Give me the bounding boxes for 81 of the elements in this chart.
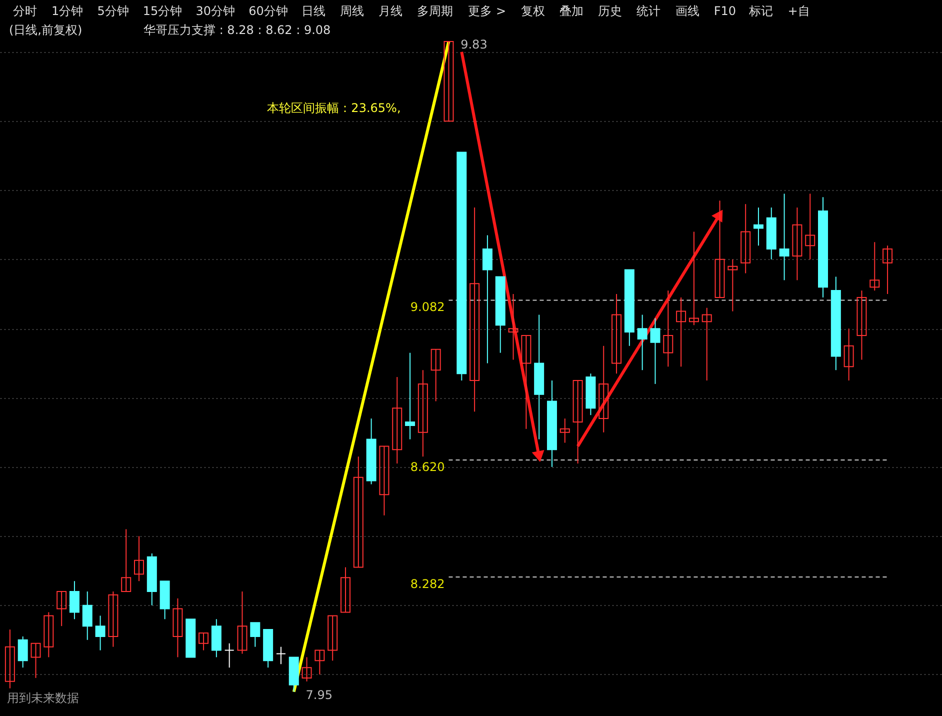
annotation: 统计: [636, 4, 661, 18]
candlestick: [740, 204, 751, 274]
text: (日线,前复权): [8, 23, 82, 37]
candlestick: [328, 615, 338, 662]
candlestick: [572, 380, 583, 464]
candlestick: [753, 207, 764, 246]
candlestick: [237, 590, 248, 654]
candlestick: [882, 245, 893, 295]
candlestick: [650, 318, 660, 384]
annotation: 60分钟: [248, 4, 288, 18]
candlestick: [430, 348, 441, 402]
text: 华哥压力支撑 : 8.28 : 8.62 : 9.08: [144, 23, 331, 37]
candlestick: [688, 231, 699, 326]
candlestick: [134, 536, 144, 582]
candlestick: [95, 615, 106, 651]
candlestick: [82, 590, 92, 640]
candlestick: [856, 290, 867, 360]
candlestick: [69, 580, 80, 620]
annotation: 多周期: [417, 4, 454, 18]
candlestick: [18, 636, 28, 668]
annotation: 7.95: [306, 688, 332, 702]
candlestick: [121, 528, 132, 592]
candlestick: [276, 646, 286, 665]
annotation: 叠加: [560, 4, 584, 18]
annotation: 月线: [378, 4, 403, 18]
candlestick: [4, 629, 15, 689]
candlestick: [302, 656, 312, 682]
candlestick: [224, 642, 234, 668]
candlestick: [482, 234, 492, 364]
candlestick: [779, 193, 790, 281]
annotation: 周线: [340, 4, 364, 18]
annotation: 5分钟: [97, 4, 129, 18]
candlestick: [250, 622, 260, 648]
candlestick: [379, 446, 390, 516]
annotation: 复权: [520, 4, 545, 18]
candlestick: [418, 370, 428, 458]
candlestick: [405, 352, 416, 440]
candlestick: [612, 294, 622, 374]
annotation: 日线: [301, 4, 326, 18]
candlestick: [637, 314, 648, 371]
annotation: 画线: [675, 4, 700, 18]
ref-line-label: 9.082: [410, 300, 445, 314]
candlestick: [714, 200, 725, 298]
ref-line-label: 8.282: [410, 576, 445, 591]
candlestick: [805, 193, 816, 260]
candlestick: [44, 612, 54, 658]
candlestick: [844, 328, 854, 381]
candlestick: [470, 207, 480, 412]
annotation: 1分钟: [52, 4, 84, 18]
candlestick: [598, 345, 609, 433]
candlestick: [172, 598, 183, 658]
annotation: 本轮区间振幅：23.65%,: [267, 101, 401, 115]
ref-line-label: 8.620: [410, 460, 445, 474]
annotation: +自: [788, 4, 810, 18]
candlestick: [314, 650, 325, 675]
annotation: 用到未来数据: [6, 691, 79, 705]
candlestick: [663, 290, 674, 368]
candlestick: [340, 566, 350, 613]
annotation: 分时: [12, 4, 37, 18]
candlestick: [56, 590, 67, 627]
candlestick: [676, 296, 686, 368]
annotation: 15分钟: [142, 4, 182, 18]
candlestick: [521, 335, 532, 430]
candlestick: [353, 456, 364, 568]
candlestick: [108, 590, 118, 648]
candlestick: [508, 294, 518, 360]
annotation: 历史: [598, 4, 622, 18]
candlestick: [30, 642, 41, 678]
candlestick: [728, 258, 738, 312]
candlestick: [198, 632, 209, 651]
candlestick: [392, 376, 402, 464]
candlestick: [792, 207, 802, 281]
candlestick: [870, 242, 880, 292]
candlestick: [702, 307, 712, 381]
annotation: F10: [714, 4, 736, 18]
annotation: 更多 >: [468, 4, 506, 18]
annotation: 30分钟: [196, 4, 236, 18]
annotation: 9.83: [460, 38, 488, 52]
annotation: 标记: [748, 4, 774, 18]
candlestick: [560, 418, 570, 444]
candlestick: [444, 41, 454, 122]
